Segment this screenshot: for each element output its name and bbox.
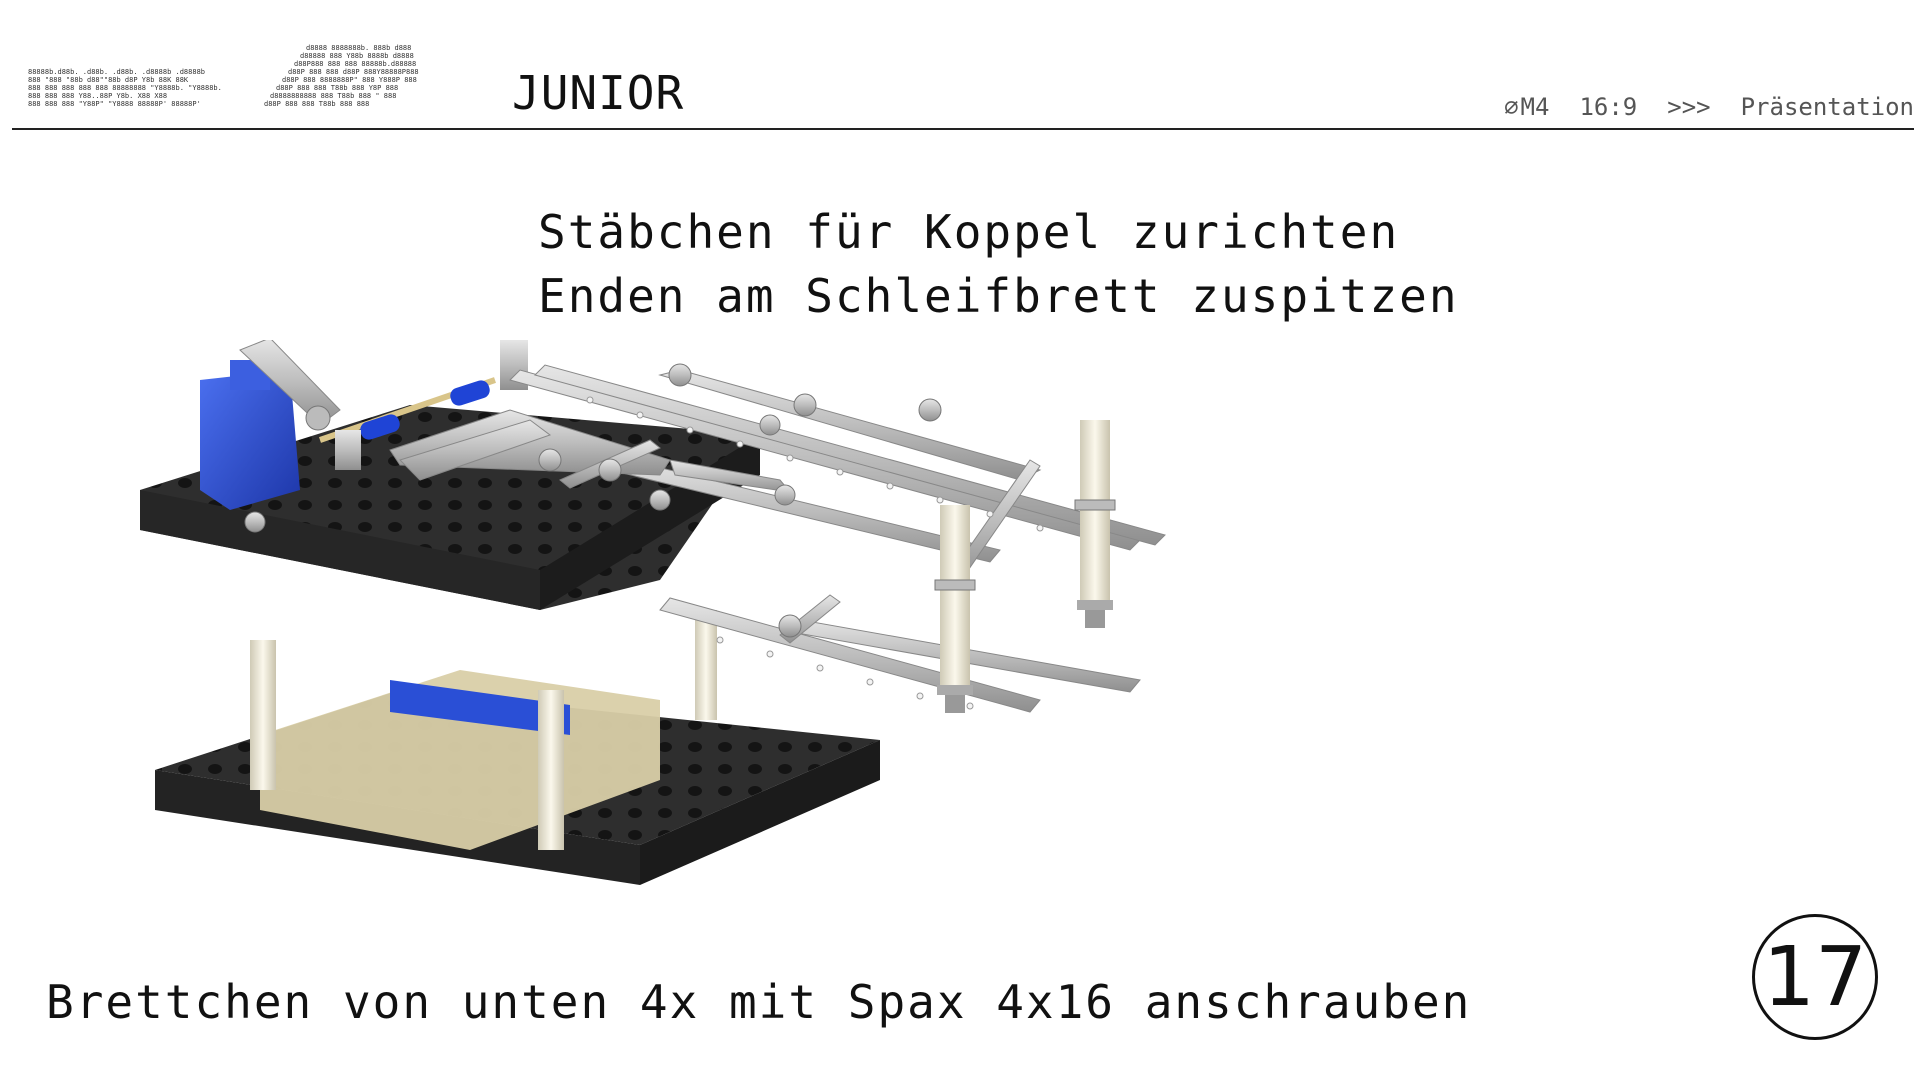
svg-text:d8888 8888888b. 888b d888: d8888 8888888b. 888b d888 xyxy=(306,44,411,52)
next-arrows[interactable]: >>> xyxy=(1667,93,1711,121)
ratio-label: 16:9 xyxy=(1579,93,1638,121)
size-label: M4 xyxy=(1520,93,1550,121)
servo xyxy=(200,370,300,510)
mechanism-render xyxy=(140,337,1400,980)
instruction-bottom: Brettchen von unten 4x mit Spax 4x16 ans… xyxy=(46,975,1472,1029)
upper-board-front xyxy=(140,490,540,610)
svg-text:d88P 888 888 d88P 888Y88888P: d88P 888 888 d88P 888Y88888P888 xyxy=(288,68,419,76)
diameter-icon: ⌀ xyxy=(1504,93,1519,121)
instruction-top: Stäbchen für Koppel zurichten Enden am S… xyxy=(538,205,1459,323)
logo-junior-text: JUNIOR xyxy=(512,66,685,120)
standoff xyxy=(538,690,564,850)
standoff xyxy=(940,505,970,685)
svg-text:d88888 888 Y88b 8888b d888: d88888 888 Y88b 8888b d8888 xyxy=(300,52,414,60)
svg-text:888 888 888 Y88..88P Y8b.: 888 888 888 Y88..88P Y8b. X88 X88 xyxy=(28,92,167,100)
standoff xyxy=(250,640,276,790)
page-number-badge: 17 xyxy=(1752,914,1878,1040)
svg-text:d88P888 888 888 88888b.d888: d88P888 888 888 88888b.d88888 xyxy=(294,60,416,68)
header: 88888b.d88b. .d88b. .d88b. .d8888b .d888… xyxy=(0,0,1920,130)
ascii-logo: 88888b.d88b. .d88b. .d88b. .d8888b .d888… xyxy=(28,40,508,118)
svg-text:d8888888888 888 T88b 888 ": d8888888888 888 T88b 888 " 888 xyxy=(270,92,396,100)
svg-text:d88P 888 888 T88b 888 Y8P: d88P 888 888 T88b 888 Y8P 888 xyxy=(276,84,398,92)
svg-text:888 888 888 888 888 8888888: 888 888 888 888 888 88888888 "Y8888b. "Y… xyxy=(28,84,222,92)
linkage-strips xyxy=(389,364,1166,713)
header-meta: ⌀ M4 16:9 >>> Präsentation xyxy=(1504,92,1914,122)
ascii-logo-art: 88888b.d88b. .d88b. .d88b. .d8888b .d888… xyxy=(28,44,419,108)
standoff xyxy=(695,610,717,720)
header-divider xyxy=(12,128,1914,130)
mechanism-illustration xyxy=(140,337,1166,885)
svg-text:d88P 888 888 T88b 888: d88P 888 888 T88b 888 888 xyxy=(264,100,369,108)
mode-label[interactable]: Präsentation xyxy=(1740,93,1914,121)
svg-text:d88P 888 8888888P" 888 Y888P: d88P 888 8888888P" 888 Y888P 888 xyxy=(282,76,417,84)
svg-text:88888b.d88b. .d88b. .d88b.: 88888b.d88b. .d88b. .d88b. .d8888b .d888… xyxy=(28,68,205,76)
servo-horn xyxy=(239,337,341,426)
svg-text:888 888 888 "Y88P" "Y8888: 888 888 888 "Y88P" "Y8888 88888P' 88888P… xyxy=(28,100,201,108)
lower-board-side xyxy=(640,740,880,885)
svg-text:888 "888 "88b d88""88b d8P Y8: 888 "888 "88b d88""88b d8P Y8b 88K 88K xyxy=(28,76,189,84)
